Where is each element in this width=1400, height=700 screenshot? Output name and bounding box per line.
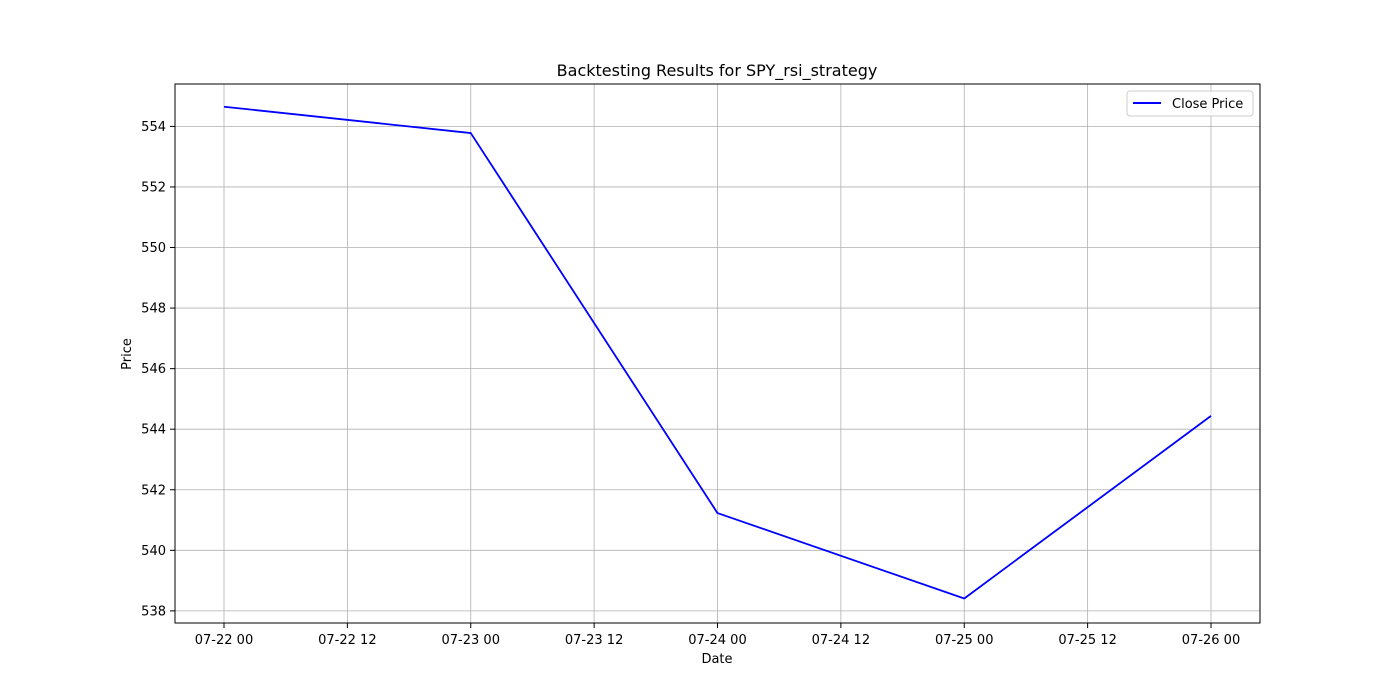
plot-frame bbox=[174, 83, 1261, 624]
legend-box bbox=[1126, 90, 1254, 117]
y-axis-label: Price bbox=[120, 338, 135, 370]
y-tick-label: 548 bbox=[141, 302, 166, 317]
x-tick-label: 07-23 00 bbox=[442, 633, 500, 648]
x-tick-label: 07-25 00 bbox=[935, 633, 993, 648]
legend: Close Price bbox=[1126, 90, 1254, 117]
y-tick-label: 552 bbox=[141, 180, 166, 195]
y-axis: 538 540 542 544 546 548 550 552 554 bbox=[141, 120, 175, 619]
chart-title: Backtesting Results for SPY_rsi_strategy bbox=[557, 61, 878, 81]
x-tick-label: 07-24 00 bbox=[688, 633, 746, 648]
x-tick-label: 07-22 00 bbox=[195, 633, 253, 648]
series-line-close-price bbox=[223, 105, 1212, 600]
x-tick-label: 07-22 12 bbox=[318, 633, 376, 648]
y-tick-label: 542 bbox=[141, 483, 166, 498]
x-tick-label: 07-23 12 bbox=[565, 633, 623, 648]
legend-label: Close Price bbox=[1172, 97, 1243, 112]
x-tick-label: 07-24 12 bbox=[812, 633, 870, 648]
x-axis: 07-22 00 07-22 12 07-23 00 07-23 12 07-24 00… bbox=[195, 623, 1240, 648]
y-tick-label: 554 bbox=[141, 120, 166, 135]
grid bbox=[175, 84, 1260, 623]
y-tick-label: 546 bbox=[141, 362, 166, 377]
y-tick-label: 540 bbox=[141, 544, 166, 559]
y-tick-label: 538 bbox=[141, 604, 166, 619]
series-group bbox=[223, 105, 1212, 600]
y-tick-label: 550 bbox=[141, 241, 166, 256]
x-tick-label: 07-26 00 bbox=[1182, 633, 1240, 648]
x-axis-label: Date bbox=[701, 652, 732, 667]
y-tick-label: 544 bbox=[141, 423, 166, 438]
x-tick-label: 07-25 12 bbox=[1058, 633, 1116, 648]
